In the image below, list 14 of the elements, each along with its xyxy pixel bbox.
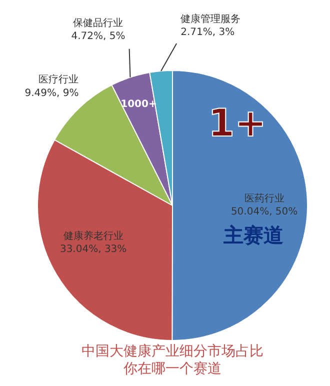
data-label: 9.49%, 9%	[24, 88, 79, 99]
text: 中国大健康产业细分市场占比	[82, 343, 264, 360]
text: 主赛道	[222, 223, 284, 248]
slice-label: 医药行业	[244, 192, 284, 204]
slice-label: 健康养老行业	[63, 230, 124, 242]
data-label: 2.71%, 3%	[180, 27, 235, 38]
text: 1+	[208, 100, 266, 145]
slice-label: 医疗行业	[38, 74, 79, 86]
text: 你在哪一个赛道	[122, 360, 222, 377]
data-label: 4.72%, 5%	[71, 31, 126, 42]
slice-label: 健康管理服务	[180, 12, 241, 25]
data-label: 50.04%, 50%	[230, 206, 298, 218]
slice-label: 保健品行业	[73, 16, 124, 29]
data-label: 33.04%, 33%	[60, 244, 127, 256]
